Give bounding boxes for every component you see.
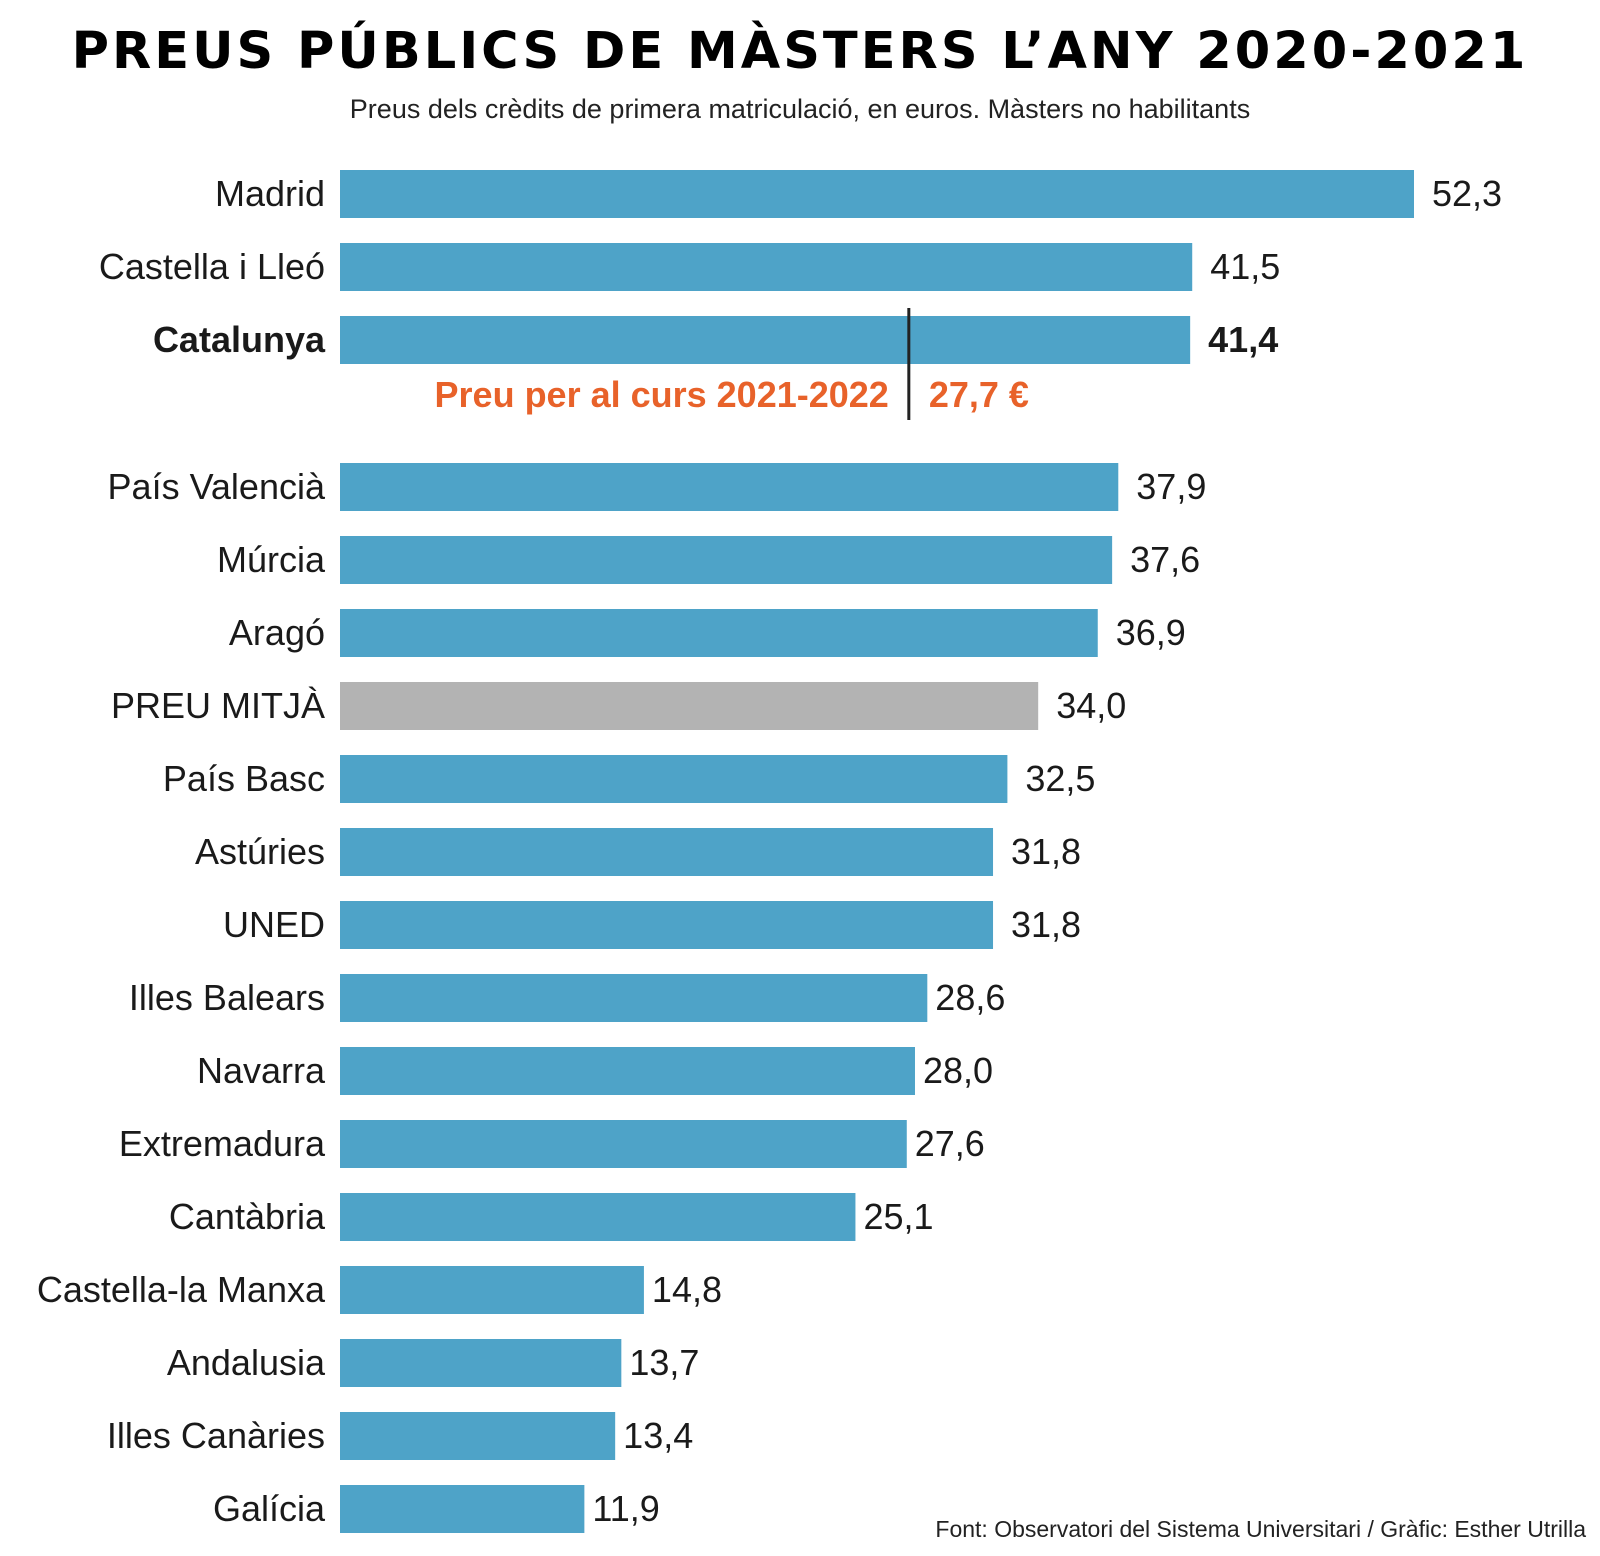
category-label-pais-basc: País Basc bbox=[163, 758, 325, 799]
category-label-andalusia: Andalusia bbox=[167, 1342, 326, 1383]
value-label-extremadura: 27,6 bbox=[915, 1123, 985, 1164]
value-label-preu-mitja: 34,0 bbox=[1056, 685, 1126, 726]
bar-preu-mitja bbox=[340, 682, 1039, 730]
value-label-castella-la-manxa: 14,8 bbox=[652, 1269, 722, 1310]
bar-madrid bbox=[340, 170, 1414, 218]
category-label-arago: Aragó bbox=[229, 612, 325, 653]
bar-murcia bbox=[340, 536, 1113, 584]
category-label-asturies: Astúries bbox=[195, 831, 325, 872]
bar-castella-i-lleo bbox=[340, 243, 1193, 291]
category-label-murcia: Múrcia bbox=[217, 539, 326, 580]
chart-subtitle: Preus dels crèdits de primera matriculac… bbox=[349, 94, 1251, 124]
value-label-andalusia: 13,7 bbox=[629, 1342, 699, 1383]
category-label-madrid: Madrid bbox=[215, 173, 325, 214]
category-label-navarra: Navarra bbox=[197, 1050, 326, 1091]
bar-cantabria bbox=[340, 1193, 856, 1241]
annotation-label: Preu per al curs 2021-2022 bbox=[435, 374, 889, 415]
category-label-castella-i-lleo: Castella i Lleó bbox=[99, 246, 325, 287]
value-label-cantabria: 25,1 bbox=[863, 1196, 933, 1237]
category-label-galicia: Galícia bbox=[213, 1488, 326, 1529]
bar-extremadura bbox=[340, 1120, 907, 1168]
bar-uned bbox=[340, 901, 994, 949]
value-label-galicia: 11,9 bbox=[592, 1488, 659, 1529]
value-label-murcia: 37,6 bbox=[1130, 539, 1200, 580]
bar-asturies bbox=[340, 828, 994, 876]
category-label-pais-valencia: País Valencià bbox=[108, 466, 326, 507]
bar-castella-la-manxa bbox=[340, 1266, 644, 1314]
category-label-extremadura: Extremadura bbox=[119, 1123, 326, 1164]
bar-arago bbox=[340, 609, 1098, 657]
chart-title: PREUS PÚBLICS DE MÀSTERS L’ANY 2020-2021 bbox=[71, 22, 1529, 81]
bar-galicia bbox=[340, 1485, 585, 1533]
value-label-madrid: 52,3 bbox=[1432, 173, 1502, 214]
category-label-catalunya: Catalunya bbox=[153, 319, 326, 360]
value-label-navarra: 28,0 bbox=[923, 1050, 993, 1091]
value-label-castella-i-lleo: 41,5 bbox=[1210, 246, 1280, 287]
value-label-pais-basc: 32,5 bbox=[1025, 758, 1095, 799]
bar-illes-canaries bbox=[340, 1412, 616, 1460]
source-note: Font: Observatori del Sistema Universita… bbox=[935, 1516, 1586, 1542]
bar-illes-balears bbox=[340, 974, 928, 1022]
value-label-asturies: 31,8 bbox=[1011, 831, 1081, 872]
category-label-illes-canaries: Illes Canàries bbox=[107, 1415, 325, 1456]
category-label-cantabria: Cantàbria bbox=[169, 1196, 326, 1237]
category-label-preu-mitja: PREU MITJÀ bbox=[111, 685, 325, 726]
value-label-arago: 36,9 bbox=[1116, 612, 1186, 653]
value-label-illes-canaries: 13,4 bbox=[623, 1415, 693, 1456]
bar-pais-valencia bbox=[340, 463, 1119, 511]
value-label-uned: 31,8 bbox=[1011, 904, 1081, 945]
category-label-illes-balears: Illes Balears bbox=[129, 977, 325, 1018]
bar-navarra bbox=[340, 1047, 915, 1095]
value-label-pais-valencia: 37,9 bbox=[1136, 466, 1206, 507]
category-label-uned: UNED bbox=[223, 904, 325, 945]
bar-pais-basc bbox=[340, 755, 1008, 803]
annotation-value: 27,7 € bbox=[929, 374, 1029, 415]
value-label-illes-balears: 28,6 bbox=[935, 977, 1005, 1018]
bar-catalunya bbox=[340, 316, 1191, 364]
value-label-catalunya: 41,4 bbox=[1208, 319, 1278, 360]
bar-andalusia bbox=[340, 1339, 622, 1387]
category-label-castella-la-manxa: Castella-la Manxa bbox=[37, 1269, 326, 1310]
